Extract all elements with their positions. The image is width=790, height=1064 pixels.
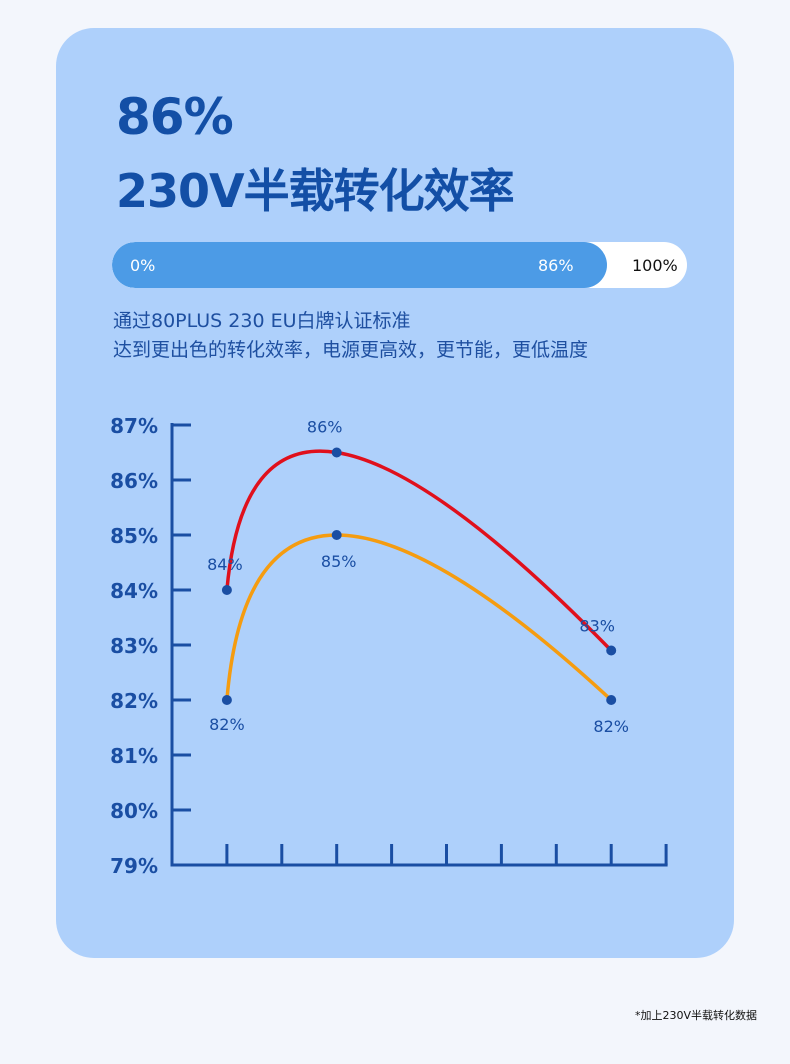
benefit-text: 达到更出色的转化效率，电源更高效，更节能，更低温度 (113, 339, 589, 361)
data-point (331, 530, 342, 540)
footnote: *加上230V半载转化数据 (634, 1009, 757, 1022)
progress-current-label: 86% (538, 256, 574, 275)
efficiency-progress-fill (112, 242, 607, 288)
data-point (606, 645, 617, 656)
y-tick-label: 83% (110, 634, 158, 658)
efficiency-progress-bar (112, 242, 687, 288)
data-label: 85% (321, 552, 357, 571)
y-tick-label: 84% (110, 579, 158, 603)
data-label: 82% (209, 715, 245, 734)
data-label: 83% (579, 617, 615, 636)
progress-min-label: 0% (130, 256, 156, 275)
data-label: 84% (207, 555, 243, 574)
y-tick-label: 80% (110, 799, 158, 823)
series-line-2 (225, 533, 613, 702)
data-label: 82% (593, 717, 629, 736)
y-tick-label: 81% (110, 744, 158, 768)
y-tick-label: 86% (110, 469, 158, 493)
y-tick-label: 79% (110, 854, 158, 878)
data-point (331, 447, 342, 458)
y-tick-label: 82% (110, 689, 158, 713)
data-point (221, 585, 232, 595)
data-label: 86% (307, 418, 343, 437)
efficiency-title: 230V半载转化效率 (116, 164, 515, 218)
efficiency-value: 86% (116, 88, 234, 146)
content-card (56, 28, 734, 958)
data-point (221, 695, 232, 705)
certification-text: 通过80PLUS 230 EU白牌认证标准 (113, 310, 411, 332)
y-tick-label: 87% (110, 414, 158, 438)
progress-max-label: 100% (632, 256, 678, 275)
y-tick-label: 85% (110, 524, 158, 548)
data-point (606, 695, 617, 705)
